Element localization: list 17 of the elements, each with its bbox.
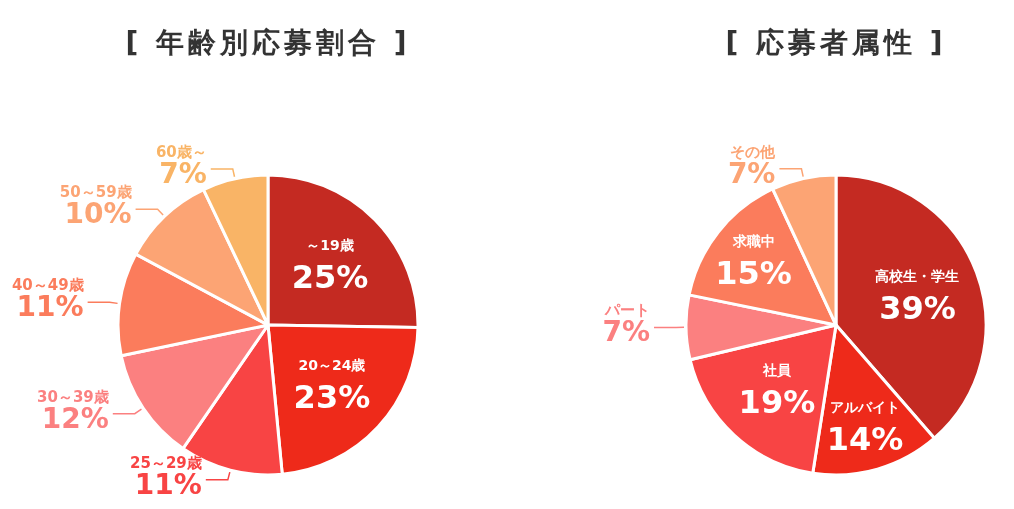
slice-label: 社員 bbox=[761, 361, 792, 378]
slice-label: ～19歳 bbox=[306, 236, 354, 253]
data-label: 14% bbox=[826, 419, 904, 458]
slice-label: アルバイト bbox=[830, 398, 901, 415]
slice-label: 40～49歳 bbox=[11, 276, 84, 295]
slice-label: 高校生・学生 bbox=[875, 267, 960, 284]
slice-label: 求職中 bbox=[731, 232, 775, 249]
data-label: 25% bbox=[291, 257, 369, 296]
chart-title: [ 応募者属性 ] bbox=[725, 26, 947, 59]
data-label: 19% bbox=[738, 382, 816, 421]
slice-label: パート bbox=[604, 301, 651, 320]
slice-label: 50～59歳 bbox=[59, 183, 132, 202]
data-label: 15% bbox=[715, 253, 792, 292]
data-label: 23% bbox=[293, 378, 371, 417]
slice-label: 20～24歳 bbox=[298, 357, 366, 374]
chart-title: [ 年齢別応募割合 ] bbox=[125, 26, 411, 59]
data-label: 39% bbox=[879, 288, 956, 327]
